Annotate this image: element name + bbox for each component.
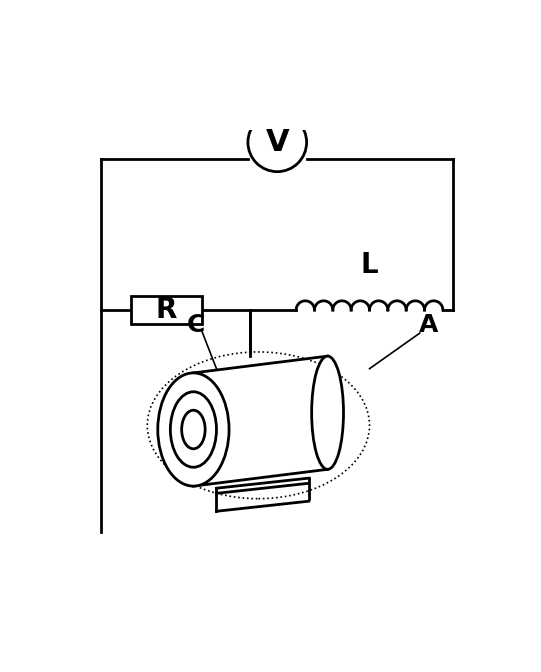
Text: C: C [186, 312, 204, 337]
Text: R: R [155, 296, 177, 324]
Text: V: V [266, 128, 289, 157]
Text: A: A [419, 312, 438, 337]
Text: L: L [361, 251, 378, 279]
Ellipse shape [312, 356, 344, 469]
Circle shape [248, 113, 307, 171]
Ellipse shape [158, 373, 229, 486]
FancyBboxPatch shape [130, 296, 202, 324]
